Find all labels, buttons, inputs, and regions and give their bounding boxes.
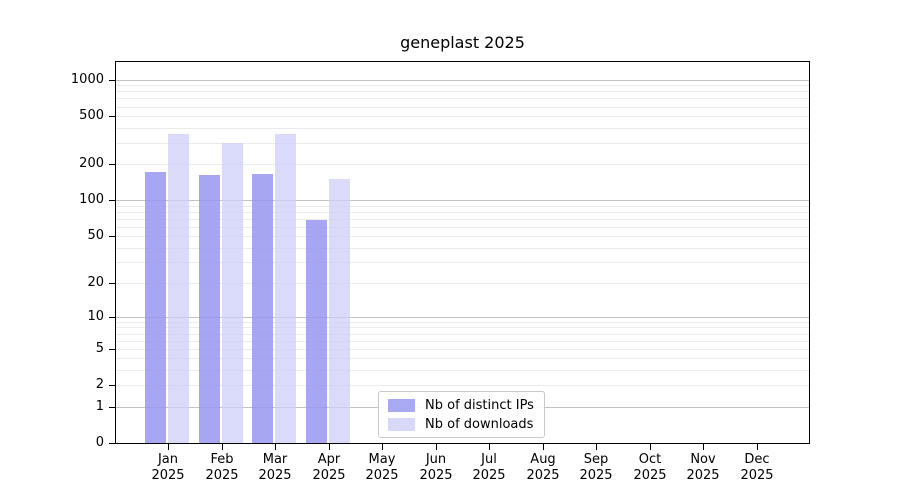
x-tick-label-month: Apr [317, 452, 341, 467]
minor-gridline [116, 385, 809, 386]
minor-gridline [116, 349, 809, 350]
bar-distinct-ips-apr [306, 220, 327, 443]
minor-gridline [116, 370, 809, 371]
minor-gridline [116, 107, 809, 108]
y-tick-label: 1 [95, 399, 104, 414]
legend-item: Nb of distinct IPs [388, 398, 535, 413]
x-tick-mark [757, 444, 758, 450]
chart-title: geneplast 2025 [400, 33, 525, 52]
x-tick-label-year: 2025 [472, 468, 506, 483]
minor-gridline [116, 227, 809, 228]
x-tick-label-year: 2025 [312, 468, 346, 483]
x-tick-mark [596, 444, 597, 450]
bar-downloads-feb [222, 143, 243, 443]
x-tick-label-month: Oct [638, 452, 662, 467]
major-gridline [116, 200, 809, 201]
minor-gridline [116, 236, 809, 237]
x-tick-label-month: Jun [425, 452, 447, 467]
x-tick-label-month: Aug [530, 452, 556, 467]
legend: Nb of distinct IPs Nb of downloads [378, 391, 545, 438]
x-tick-label-month: Nov [690, 452, 716, 467]
minor-gridline [116, 322, 809, 323]
minor-gridline [116, 206, 809, 207]
x-tick-label-month: Jul [481, 452, 497, 467]
x-tick-mark [168, 444, 169, 450]
minor-gridline [116, 248, 809, 249]
x-tick-label-year: 2025 [740, 468, 774, 483]
bar-downloads-mar [275, 134, 296, 443]
y-tick-label: 500 [79, 108, 104, 123]
minor-gridline [116, 128, 809, 129]
x-tick-label-year: 2025 [579, 468, 613, 483]
minor-gridline [116, 212, 809, 213]
y-tick-label: 100 [79, 192, 104, 207]
x-tick-label-month: Sep [583, 452, 609, 467]
x-tick-mark [543, 444, 544, 450]
y-tick-label: 1000 [70, 72, 104, 87]
minor-gridline [116, 341, 809, 342]
minor-gridline [116, 262, 809, 263]
x-tick-mark [703, 444, 704, 450]
plot-area: Nb of distinct IPs Nb of downloads [115, 61, 810, 444]
x-tick-label-month: Dec [744, 452, 770, 467]
y-tick-label: 20 [87, 275, 104, 290]
x-tick-mark [650, 444, 651, 450]
y-tick-label: 2 [95, 377, 104, 392]
y-tick-label: 50 [87, 228, 104, 243]
y-tick-label: 0 [95, 435, 104, 450]
bars-layer [116, 62, 809, 443]
y-tick-label: 200 [79, 156, 104, 171]
minor-gridline [116, 334, 809, 335]
x-tick-label-year: 2025 [419, 468, 453, 483]
y-tick-label: 5 [95, 341, 104, 356]
x-tick-mark [222, 444, 223, 450]
bar-downloads-apr [329, 179, 350, 443]
x-tick-label-month: Mar [262, 452, 288, 467]
x-tick-mark [382, 444, 383, 450]
minor-gridline [116, 98, 809, 99]
x-tick-label-month: May [368, 452, 396, 467]
x-tick-label-year: 2025 [151, 468, 185, 483]
y-tick-label: 10 [87, 309, 104, 324]
x-tick-label-year: 2025 [633, 468, 667, 483]
x-tick-label-month: Feb [210, 452, 234, 467]
minor-gridline [116, 143, 809, 144]
x-tick-mark [329, 444, 330, 450]
bar-distinct-ips-feb [199, 175, 220, 443]
minor-gridline [116, 116, 809, 117]
x-tick-label-year: 2025 [526, 468, 560, 483]
legend-swatch [388, 398, 415, 412]
minor-gridline [116, 164, 809, 165]
grid-layer [116, 62, 809, 443]
minor-gridline [116, 358, 809, 359]
x-tick-label-year: 2025 [258, 468, 292, 483]
legend-swatch [388, 417, 415, 431]
x-tick-label-month: Jan [157, 452, 179, 467]
minor-gridline [116, 327, 809, 328]
bar-distinct-ips-mar [252, 174, 273, 443]
x-tick-label-year: 2025 [365, 468, 399, 483]
bar-distinct-ips-jan [145, 172, 166, 443]
legend-item: Nb of downloads [388, 417, 535, 432]
x-tick-mark [489, 444, 490, 450]
major-gridline [116, 80, 809, 81]
x-tick-label-year: 2025 [205, 468, 239, 483]
legend-label: Nb of downloads [425, 416, 534, 432]
bar-downloads-jan [168, 134, 189, 443]
x-tick-label-year: 2025 [686, 468, 720, 483]
x-tick-mark [436, 444, 437, 450]
x-tick-mark [275, 444, 276, 450]
minor-gridline [116, 91, 809, 92]
minor-gridline [116, 219, 809, 220]
major-gridline [116, 317, 809, 318]
legend-label: Nb of distinct IPs [425, 397, 534, 413]
minor-gridline [116, 283, 809, 284]
minor-gridline [116, 85, 809, 86]
